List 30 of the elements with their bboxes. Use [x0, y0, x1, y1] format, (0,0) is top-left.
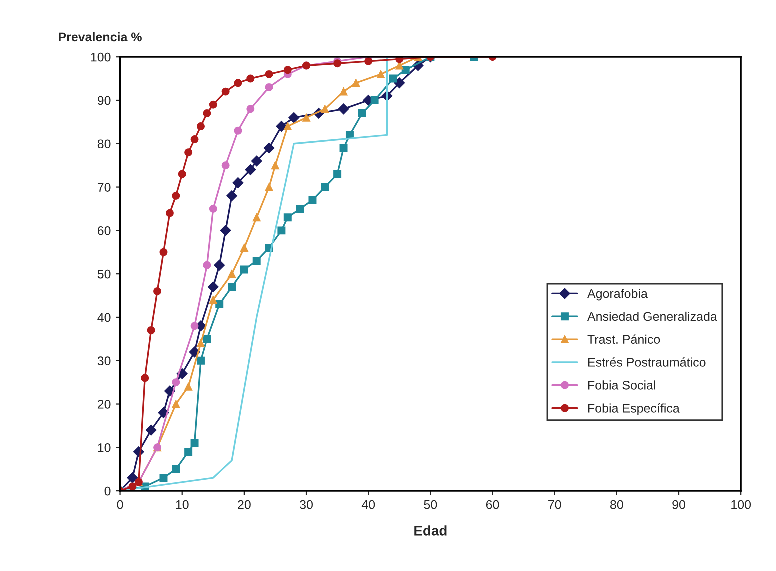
- x-tick-label: 60: [486, 500, 500, 510]
- y-tick-label: 100: [91, 52, 111, 62]
- legend-label: Estrés Postraumático: [588, 358, 706, 367]
- x-tick-label: 100: [732, 500, 752, 510]
- y-tick-label: 0: [104, 486, 111, 496]
- y-tick-label: 90: [98, 96, 111, 106]
- legend-label: Fobia Social: [588, 380, 656, 390]
- y-tick-label: 50: [98, 270, 111, 279]
- y-axis-title: Prevalencia %: [59, 32, 142, 42]
- x-tick-label: 80: [610, 500, 624, 510]
- legend-label: Fobia Específica: [588, 404, 680, 416]
- y-tick-label: 80: [98, 140, 111, 149]
- x-tick-label: 40: [362, 500, 376, 510]
- x-tick-label: 30: [300, 500, 313, 510]
- y-tick-label: 10: [98, 443, 111, 452]
- y-tick-label: 40: [98, 313, 111, 322]
- x-axis-title: Edad: [414, 526, 447, 536]
- x-tick-label: 90: [672, 500, 686, 510]
- x-tick-label: 50: [424, 500, 438, 510]
- legend-label: Agorafobia: [588, 289, 648, 301]
- y-tick-label: 60: [98, 226, 111, 236]
- legend-label: Trast. Pánico: [588, 334, 660, 344]
- y-tick-label: 20: [98, 400, 111, 409]
- x-tick-label: 20: [238, 500, 251, 510]
- x-tick-label: 70: [548, 500, 562, 510]
- legend-label: Ansiedad Generalizada: [588, 312, 718, 322]
- x-tick-label: 0: [117, 500, 124, 510]
- x-tick-label: 10: [176, 500, 189, 510]
- y-tick-label: 70: [98, 183, 111, 192]
- y-tick-label: 30: [98, 356, 111, 366]
